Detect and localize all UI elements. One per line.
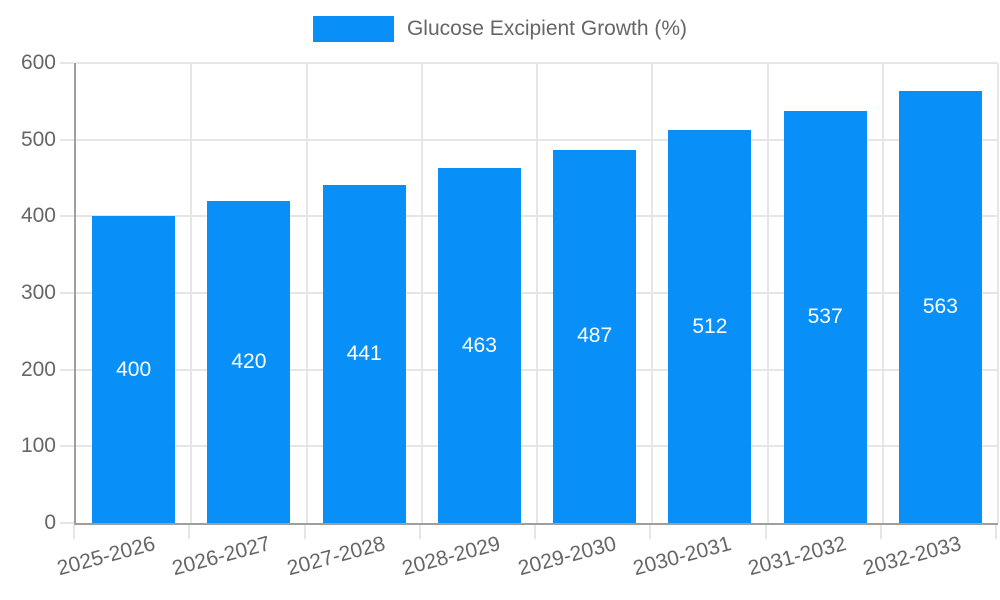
- legend-label: Glucose Excipient Growth (%): [406, 17, 688, 40]
- bar-value-label: 441: [346, 341, 382, 365]
- gridline-vertical: [881, 63, 884, 523]
- gridline-vertical: [305, 63, 308, 523]
- x-tick-mark: [418, 525, 421, 539]
- bar: 441: [322, 184, 406, 523]
- y-tick-mark: [60, 445, 74, 448]
- bar-value-label: 487: [577, 324, 613, 348]
- y-axis-tick-label: 500: [20, 127, 56, 151]
- x-tick-mark: [303, 525, 306, 539]
- gridline-vertical: [997, 63, 999, 523]
- bar: 420: [207, 201, 291, 523]
- bar: 463: [437, 168, 521, 523]
- y-axis-tick-label: 200: [20, 357, 56, 381]
- gridline-vertical: [766, 63, 769, 523]
- x-tick-mark: [188, 525, 191, 539]
- x-tick-mark: [764, 525, 767, 539]
- bar-value-label: 537: [807, 305, 843, 329]
- y-axis-tick-label: 100: [20, 434, 56, 458]
- y-tick-mark: [60, 368, 74, 371]
- y-axis-tick-label: 400: [20, 204, 56, 228]
- gridline-vertical: [536, 63, 538, 523]
- gridline-vertical: [651, 63, 654, 523]
- bar-value-label: 463: [461, 333, 497, 357]
- bar: 400: [92, 216, 176, 523]
- x-tick-mark: [879, 525, 882, 539]
- plot-area: 400 420 441 463 487 512 537 563: [74, 62, 999, 525]
- bar: 487: [553, 149, 637, 523]
- bar-value-label: 400: [116, 357, 152, 381]
- y-axis-tick-label: 600: [20, 51, 56, 74]
- gridline-vertical: [420, 63, 423, 523]
- bar: 512: [668, 130, 752, 523]
- y-tick-mark: [60, 292, 74, 294]
- gridline-vertical: [190, 63, 193, 523]
- y-tick-mark: [60, 522, 74, 524]
- legend[interactable]: Glucose Excipient Growth (%): [0, 16, 1000, 42]
- bar-value-label: 512: [692, 314, 728, 338]
- y-tick-mark: [60, 62, 74, 64]
- bar: 563: [898, 91, 982, 523]
- bar-value-label: 420: [231, 350, 267, 373]
- y-axis-tick-label: 300: [20, 281, 56, 304]
- y-tick-mark: [60, 215, 74, 218]
- y-axis-tick-label: 0: [44, 511, 56, 534]
- y-tick-mark: [60, 138, 74, 141]
- legend-swatch: [312, 16, 394, 42]
- bar-value-label: 563: [922, 295, 958, 319]
- x-tick-mark: [73, 525, 75, 539]
- x-tick-mark: [649, 525, 652, 539]
- x-tick-mark: [534, 525, 536, 539]
- x-tick-mark: [995, 525, 997, 539]
- bar: 537: [783, 111, 867, 523]
